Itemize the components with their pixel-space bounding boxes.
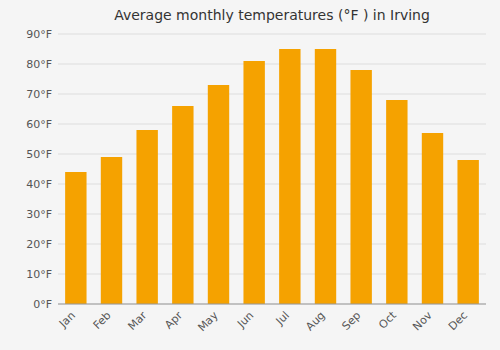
x-tick-label: Mar: [125, 309, 149, 333]
x-tick-label: Aug: [303, 309, 327, 333]
bar: [65, 172, 86, 304]
x-tick-label: Apr: [162, 309, 185, 332]
chart-container: Average monthly temperatures (°F ) in Ir…: [0, 0, 500, 350]
bar: [422, 133, 443, 304]
x-tick-label: Dec: [446, 309, 470, 333]
y-tick-label: 20°F: [26, 238, 52, 251]
x-tick-label: Jul: [273, 309, 292, 328]
x-tick-label: Feb: [91, 309, 114, 332]
grid-line: [58, 34, 486, 35]
y-tick-label: 50°F: [26, 148, 52, 161]
bar: [386, 100, 407, 304]
x-tick-label: Sep: [339, 309, 363, 333]
y-tick-label: 60°F: [26, 118, 52, 131]
y-tick-label: 80°F: [26, 58, 52, 71]
x-tick-label: Jun: [234, 309, 256, 331]
bar: [136, 130, 157, 304]
bar: [101, 157, 122, 304]
grid-line: [58, 124, 486, 125]
bar: [208, 85, 229, 304]
x-tick-label: Jan: [56, 309, 78, 331]
x-tick-label: May: [195, 309, 221, 335]
y-tick-label: 10°F: [26, 268, 52, 281]
y-tick-label: 30°F: [26, 208, 52, 221]
grid-line: [58, 64, 486, 65]
x-tick-label: Nov: [410, 309, 435, 334]
bar: [243, 61, 264, 304]
bar: [279, 49, 300, 304]
bar: [457, 160, 478, 304]
title: Average monthly temperatures (°F ) in Ir…: [114, 7, 430, 23]
y-tick-label: 0°F: [33, 298, 52, 311]
y-tick-label: 90°F: [26, 28, 52, 41]
bar: [172, 106, 193, 304]
x-axis-line: [58, 304, 486, 305]
grid: [58, 34, 486, 304]
chart: Average monthly temperatures (°F ) in Ir…: [0, 0, 500, 350]
bar: [315, 49, 336, 304]
y-tick-label: 70°F: [26, 88, 52, 101]
y-tick-label: 40°F: [26, 178, 52, 191]
bar: [350, 70, 371, 304]
x-tick-label: Oct: [376, 308, 399, 331]
grid-line: [58, 94, 486, 95]
grid-line: [58, 304, 486, 305]
bars: [65, 49, 479, 304]
